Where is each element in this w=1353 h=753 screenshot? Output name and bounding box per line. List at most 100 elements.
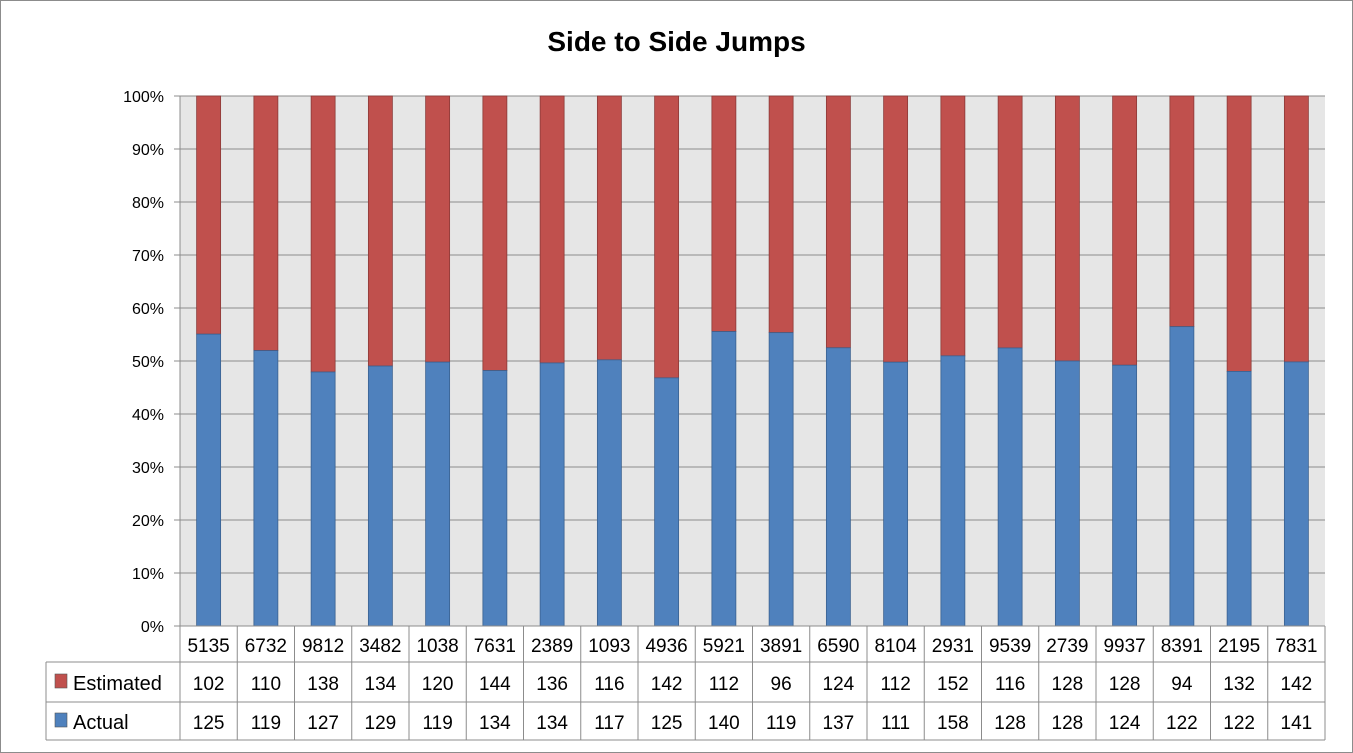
bar-actual bbox=[596, 359, 622, 627]
x-tick-label: 6590 bbox=[817, 636, 859, 657]
data-label-actual: 119 bbox=[766, 713, 796, 734]
bar-estimated bbox=[711, 95, 737, 332]
x-tick-label: 2739 bbox=[1046, 636, 1088, 657]
data-label-actual: 117 bbox=[594, 713, 624, 734]
bar-actual bbox=[367, 365, 393, 627]
y-tick-label: 10% bbox=[132, 566, 164, 583]
x-tick-label: 7631 bbox=[474, 636, 516, 657]
x-tick-label: 3891 bbox=[760, 636, 802, 657]
legend-label-estimated: Estimated bbox=[73, 673, 162, 695]
data-label-estimated: 132 bbox=[1223, 674, 1255, 695]
data-label-estimated: 152 bbox=[937, 674, 969, 695]
data-label-estimated: 112 bbox=[709, 674, 739, 695]
data-label-estimated: 112 bbox=[880, 674, 910, 695]
bar-actual bbox=[1169, 326, 1195, 627]
bar-estimated bbox=[1169, 95, 1195, 328]
bar-actual bbox=[997, 347, 1023, 627]
y-tick-label: 0% bbox=[141, 619, 164, 636]
data-label-actual: 119 bbox=[422, 713, 452, 734]
data-label-estimated: 134 bbox=[365, 674, 397, 695]
y-tick-label: 30% bbox=[132, 460, 164, 477]
bar-estimated bbox=[196, 95, 222, 335]
x-tick-label: 3482 bbox=[359, 636, 401, 657]
y-tick-label: 70% bbox=[132, 248, 164, 265]
data-label-actual: 122 bbox=[1166, 713, 1198, 734]
data-label-estimated: 116 bbox=[594, 674, 624, 695]
data-label-estimated: 124 bbox=[823, 674, 855, 695]
legend-label-actual: Actual bbox=[73, 712, 129, 734]
bar-estimated bbox=[1283, 95, 1309, 363]
data-label-actual: 134 bbox=[479, 713, 511, 734]
bar-estimated bbox=[768, 95, 794, 334]
x-tick-label: 8391 bbox=[1161, 636, 1203, 657]
y-tick-label: 80% bbox=[132, 195, 164, 212]
x-tick-label: 5135 bbox=[187, 636, 229, 657]
x-tick-label: 7831 bbox=[1275, 636, 1317, 657]
bar-actual bbox=[825, 347, 851, 627]
data-label-actual: 137 bbox=[823, 713, 855, 734]
y-tick-label: 100% bbox=[123, 89, 164, 106]
y-tick-label: 60% bbox=[132, 301, 164, 318]
bar-estimated bbox=[253, 95, 279, 351]
y-tick-label: 50% bbox=[132, 354, 164, 371]
data-label-actual: 124 bbox=[1109, 713, 1141, 734]
bar-actual bbox=[1112, 364, 1138, 627]
x-tick-label: 1038 bbox=[416, 636, 458, 657]
bar-estimated bbox=[1054, 95, 1080, 362]
bar-estimated bbox=[425, 95, 451, 363]
data-label-estimated: 128 bbox=[1109, 674, 1141, 695]
bar-actual bbox=[196, 333, 222, 627]
data-label-actual: 141 bbox=[1281, 713, 1313, 734]
bar-estimated bbox=[825, 95, 851, 349]
bar-actual bbox=[482, 370, 508, 627]
data-label-estimated: 116 bbox=[995, 674, 1025, 695]
data-label-estimated: 96 bbox=[771, 674, 792, 695]
bar-estimated bbox=[940, 95, 966, 357]
bar-actual bbox=[310, 371, 336, 627]
y-tick-label: 20% bbox=[132, 513, 164, 530]
bar-actual bbox=[253, 350, 279, 627]
x-tick-label: 6732 bbox=[245, 636, 287, 657]
x-tick-label: 9812 bbox=[302, 636, 344, 657]
data-label-actual: 128 bbox=[994, 713, 1026, 734]
data-label-estimated: 142 bbox=[1281, 674, 1313, 695]
x-tick-label: 2195 bbox=[1218, 636, 1260, 657]
data-label-actual: 111 bbox=[881, 713, 910, 734]
bar-estimated bbox=[367, 95, 393, 367]
y-tick-label: 40% bbox=[132, 407, 164, 424]
x-tick-label: 4936 bbox=[645, 636, 687, 657]
data-label-estimated: 142 bbox=[651, 674, 683, 695]
bar-actual bbox=[940, 355, 966, 627]
y-tick-label: 90% bbox=[132, 142, 164, 159]
data-label-estimated: 136 bbox=[536, 674, 568, 695]
data-label-estimated: 110 bbox=[251, 674, 281, 695]
legend-swatch-estimated bbox=[54, 673, 68, 689]
data-label-estimated: 102 bbox=[193, 674, 225, 695]
bar-estimated bbox=[883, 95, 909, 363]
bar-actual bbox=[1226, 371, 1252, 627]
data-label-actual: 125 bbox=[651, 713, 683, 734]
bar-actual bbox=[768, 332, 794, 627]
data-label-actual: 129 bbox=[365, 713, 397, 734]
x-tick-label: 1093 bbox=[588, 636, 630, 657]
data-label-estimated: 128 bbox=[1052, 674, 1084, 695]
data-label-actual: 122 bbox=[1223, 713, 1255, 734]
bar-actual bbox=[1283, 361, 1309, 627]
data-label-actual: 140 bbox=[708, 713, 740, 734]
legend-swatch-actual bbox=[54, 712, 68, 728]
bar-estimated bbox=[539, 95, 565, 364]
x-tick-label: 2931 bbox=[932, 636, 974, 657]
bar-actual bbox=[425, 361, 451, 627]
data-label-actual: 125 bbox=[193, 713, 225, 734]
bar-estimated bbox=[310, 95, 336, 373]
bar-estimated bbox=[482, 95, 508, 371]
bar-actual bbox=[711, 331, 737, 627]
data-label-estimated: 94 bbox=[1171, 674, 1193, 695]
bar-actual bbox=[654, 377, 680, 627]
bar-actual bbox=[539, 362, 565, 627]
bar-estimated bbox=[1112, 95, 1138, 366]
bar-actual bbox=[883, 361, 909, 627]
x-tick-label: 2389 bbox=[531, 636, 573, 657]
data-label-estimated: 120 bbox=[422, 674, 454, 695]
